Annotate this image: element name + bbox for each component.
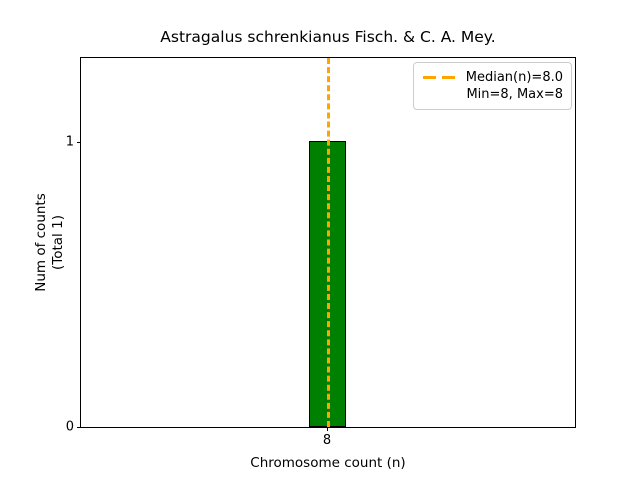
xtick-label-8: 8 (322, 433, 332, 448)
xtick-mark-8 (327, 427, 328, 431)
x-axis-label: Chromosome count (n) (250, 455, 406, 471)
ytick-label-1: 1 (65, 134, 74, 150)
page-title: Astragalus schrenkianus Fisch. & C. A. M… (160, 28, 496, 46)
y-axis-label-line1: Num of counts (33, 193, 49, 292)
legend-label-minmax: Min=8, Max=8 (466, 87, 563, 102)
ytick-mark-0 (77, 427, 81, 428)
legend: Median(n)=8.0 Min=8, Max=8 (413, 62, 572, 110)
median-line (327, 58, 330, 427)
legend-dash-1 (423, 76, 436, 79)
y-axis-label-line2: (Total 1) (50, 215, 66, 270)
legend-line-marker-icon (422, 69, 458, 86)
legend-dash-2 (442, 76, 455, 79)
ytick-label-0: 0 (65, 419, 74, 435)
ytick-mark-1 (77, 142, 81, 143)
y-axis-label: Num of counts (Total 1) (30, 57, 70, 428)
legend-label-median: Median(n)=8.0 (465, 70, 563, 85)
plot-area: 0 1 8 (66, 57, 576, 448)
legend-entry-text: Median(n)=8.0 Min=8, Max=8 (465, 69, 563, 103)
plot-inner (81, 58, 575, 427)
